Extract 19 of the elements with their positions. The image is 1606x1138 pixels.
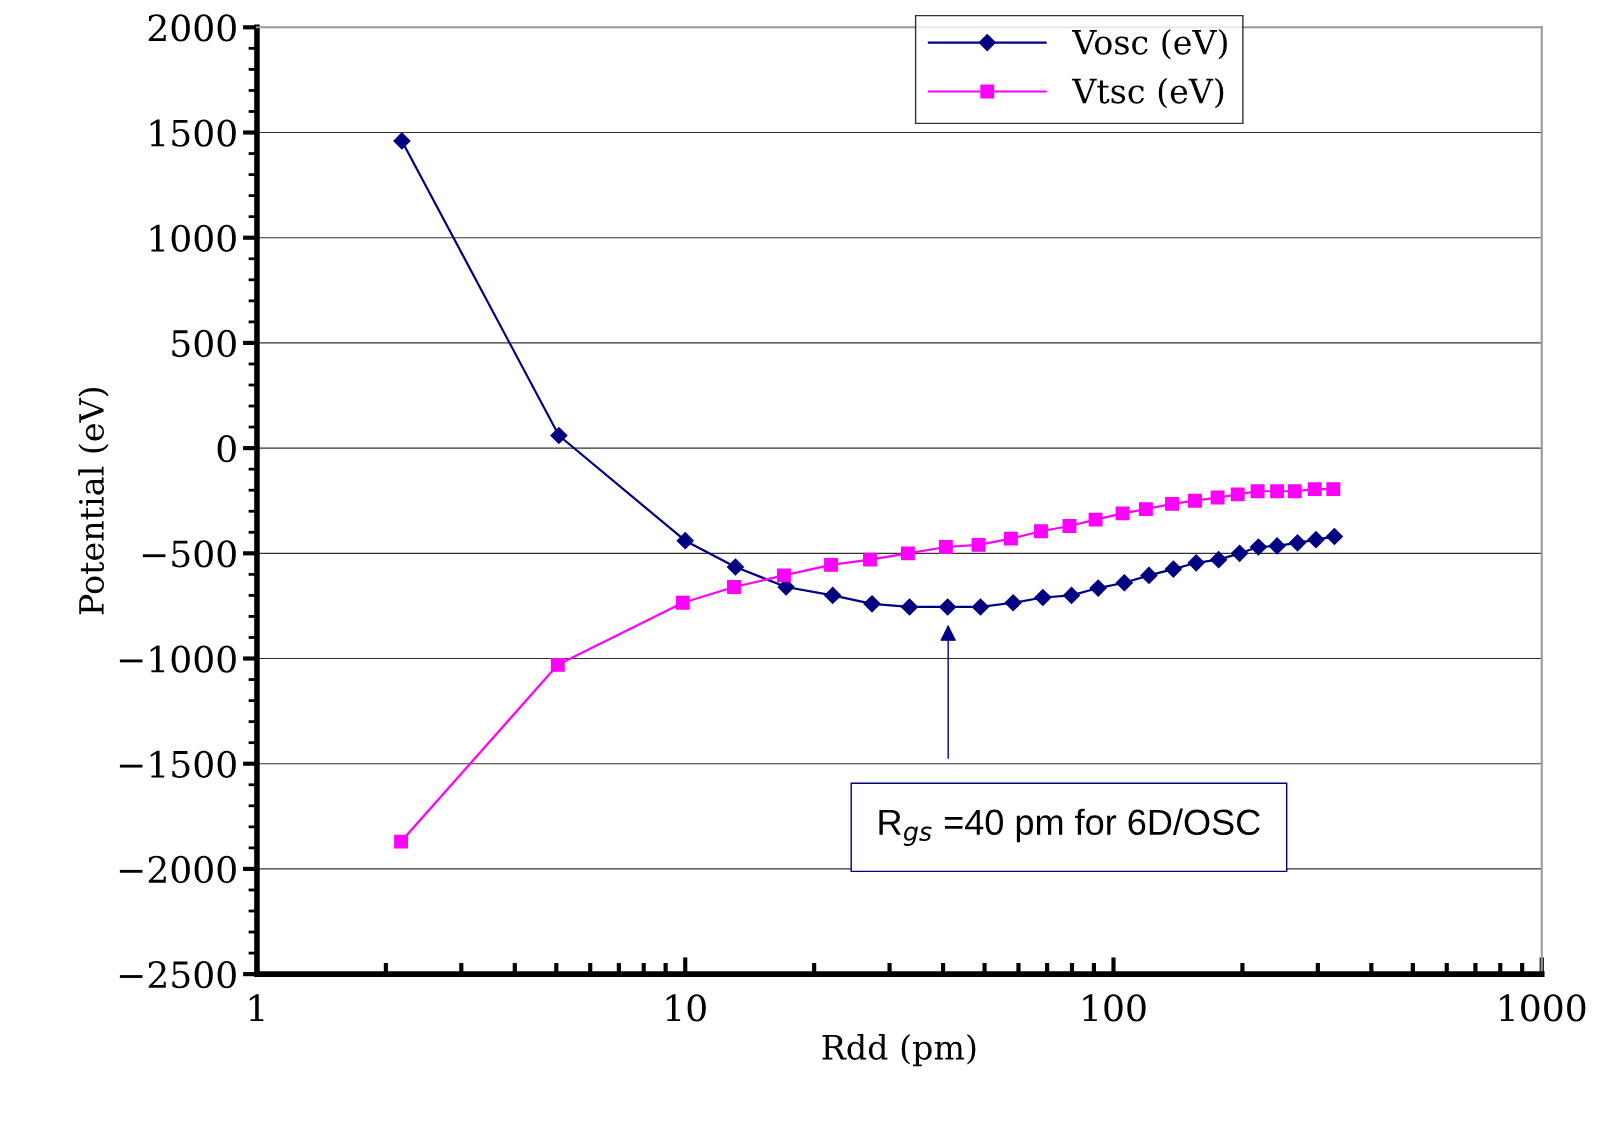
annotation: R$_{gs}$ =40 pm for 6D/OSC — [879, 808, 1260, 846]
x-axis-title: Rdd (pm) — [822, 1034, 976, 1067]
y-tick-label: −2000 — [119, 855, 236, 884]
y-tick-label: −2500 — [119, 961, 236, 989]
legend-label: Vtsc (eV) — [1071, 77, 1224, 109]
x-tick-label: 1000 — [1500, 994, 1586, 1022]
y-tick-label: 500 — [172, 329, 236, 358]
legend-label: Vosc (eV) — [1071, 28, 1227, 60]
x-tick-label: 1 — [249, 994, 264, 1022]
y-tick-label: 1000 — [150, 224, 236, 252]
y-tick-label: −500 — [142, 540, 236, 568]
y-tick-label: 2000 — [148, 14, 236, 42]
y-tick-label: 1500 — [150, 119, 236, 147]
y-tick-label: −1500 — [119, 750, 236, 778]
y-tick-label: −1000 — [119, 645, 236, 673]
y-axis-title: Potential (eV) — [78, 387, 109, 615]
x-tick-label: 10 — [666, 994, 706, 1022]
x-tick-label: 100 — [1083, 994, 1146, 1022]
y-tick-label: 0 — [217, 435, 236, 463]
